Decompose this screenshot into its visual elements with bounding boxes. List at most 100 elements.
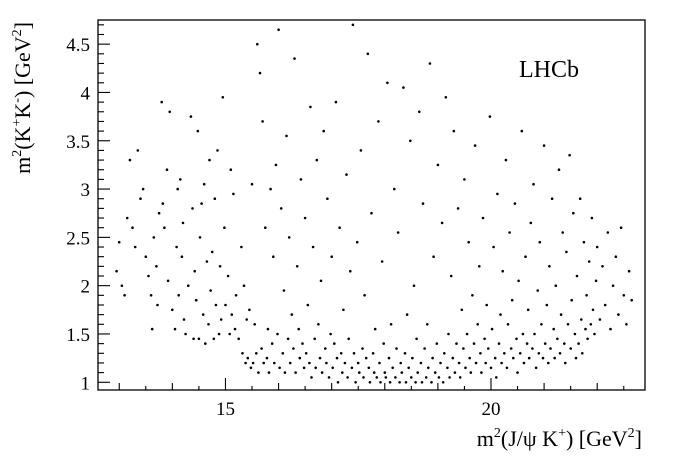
- data-point: [462, 347, 465, 350]
- data-point: [150, 327, 154, 331]
- data-point: [196, 129, 200, 133]
- data-point: [267, 371, 271, 374]
- data-point: [202, 182, 206, 186]
- data-point: [311, 245, 315, 249]
- data-point: [531, 347, 534, 350]
- data-point: [366, 52, 370, 56]
- data-point: [342, 308, 345, 312]
- data-point: [301, 342, 304, 345]
- data-point: [574, 356, 578, 360]
- data-point: [367, 366, 371, 370]
- data-point: [294, 371, 297, 374]
- data-point: [370, 211, 373, 215]
- data-point: [361, 347, 364, 350]
- data-point: [403, 352, 407, 355]
- data-point: [601, 265, 604, 268]
- data-point: [245, 318, 248, 321]
- data-point: [527, 356, 531, 360]
- data-point: [580, 318, 583, 321]
- y-tick-label: 2.5: [66, 228, 90, 249]
- data-point: [288, 361, 292, 365]
- data-point: [561, 231, 564, 234]
- data-point: [128, 158, 132, 162]
- data-point: [496, 192, 499, 196]
- data-point: [208, 158, 211, 162]
- data-point: [549, 347, 552, 350]
- data-point: [345, 173, 348, 176]
- data-point: [396, 231, 400, 234]
- data-point: [120, 284, 124, 288]
- data-point: [261, 120, 264, 123]
- data-point: [330, 255, 334, 258]
- data-point: [570, 298, 573, 302]
- data-point: [230, 313, 234, 316]
- data-point: [595, 245, 599, 249]
- data-point: [221, 96, 225, 99]
- data-point: [437, 376, 441, 379]
- data-point: [552, 327, 555, 331]
- data-point: [548, 265, 551, 268]
- data-point: [274, 163, 278, 167]
- data-point: [512, 356, 515, 360]
- data-point: [226, 274, 230, 278]
- data-point: [209, 289, 212, 292]
- y-axis-tick-labels: 1 1.5 2 2.5 3 3.5 4 4.5: [66, 35, 90, 394]
- data-point: [341, 371, 344, 374]
- data-point: [441, 381, 445, 384]
- data-point: [192, 337, 195, 341]
- data-point: [556, 337, 559, 341]
- data-point: [446, 366, 449, 370]
- data-point: [391, 366, 395, 370]
- data-point: [431, 356, 434, 360]
- data-point: [547, 361, 550, 365]
- data-point: [326, 197, 329, 200]
- data-point: [290, 313, 294, 316]
- data-point: [566, 323, 570, 326]
- data-point: [529, 221, 533, 225]
- data-point: [270, 342, 274, 345]
- data-point: [603, 303, 607, 307]
- data-point: [176, 187, 179, 191]
- x-axis-ticks: [118, 378, 625, 390]
- data-point: [499, 313, 502, 316]
- data-point: [383, 371, 387, 374]
- data-point: [506, 323, 510, 326]
- data-point: [572, 211, 575, 215]
- data-point: [427, 366, 430, 370]
- data-point: [193, 269, 196, 273]
- data-point: [463, 178, 466, 181]
- data-point: [578, 197, 582, 200]
- data-point: [207, 323, 210, 326]
- data-points: [115, 23, 633, 384]
- data-point: [149, 294, 153, 297]
- data-point: [240, 245, 243, 249]
- data-point: [505, 366, 509, 370]
- data-point: [517, 279, 520, 283]
- data-point: [160, 100, 163, 104]
- data-point: [382, 342, 386, 345]
- data-point: [481, 216, 485, 220]
- data-point: [585, 294, 588, 297]
- data-point: [399, 361, 403, 365]
- data-point: [415, 337, 418, 341]
- data-point: [362, 376, 365, 379]
- data-point: [115, 269, 118, 273]
- data-point: [593, 332, 596, 336]
- data-point: [460, 308, 464, 312]
- data-point: [219, 318, 223, 321]
- data-point: [443, 352, 446, 355]
- data-point: [534, 366, 538, 370]
- data-point: [241, 352, 244, 355]
- data-point: [285, 134, 288, 138]
- data-point: [418, 110, 421, 114]
- data-point: [500, 361, 503, 365]
- data-point: [309, 105, 312, 109]
- data-point: [430, 381, 433, 384]
- data-point: [194, 298, 198, 302]
- data-point: [410, 376, 413, 379]
- data-point: [487, 347, 490, 350]
- data-point: [216, 149, 219, 152]
- data-point: [372, 371, 376, 374]
- data-point: [453, 371, 457, 374]
- data-point: [471, 294, 474, 297]
